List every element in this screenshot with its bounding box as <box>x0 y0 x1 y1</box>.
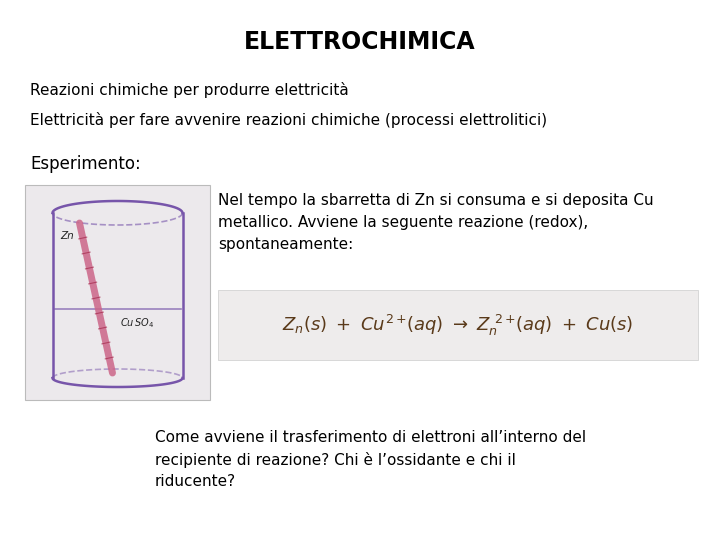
Text: metallico. Avviene la seguente reazione (redox),: metallico. Avviene la seguente reazione … <box>218 215 588 230</box>
Text: spontaneamente:: spontaneamente: <box>218 237 354 252</box>
Text: $\mathit{Z_n(s)\ +\ Cu^{2+}\!(aq)\ \rightarrow\ Z_n^{\ 2+}\!(aq)\ +\ Cu(s)}$: $\mathit{Z_n(s)\ +\ Cu^{2+}\!(aq)\ \righ… <box>282 313 634 338</box>
Text: Esperimento:: Esperimento: <box>30 155 140 173</box>
Text: Zn: Zn <box>60 231 74 241</box>
Text: $\mathit{Cu\,SO_4}$: $\mathit{Cu\,SO_4}$ <box>120 316 154 330</box>
Text: ELETTROCHIMICA: ELETTROCHIMICA <box>244 30 476 54</box>
Text: Nel tempo la sbarretta di Zn si consuma e si deposita Cu: Nel tempo la sbarretta di Zn si consuma … <box>218 193 654 208</box>
Text: riducente?: riducente? <box>155 474 236 489</box>
Text: Reazioni chimiche per produrre elettricità: Reazioni chimiche per produrre elettrici… <box>30 82 348 98</box>
Bar <box>218 290 698 360</box>
Bar <box>25 185 210 400</box>
Text: recipiente di reazione? Chi è l’ossidante e chi il: recipiente di reazione? Chi è l’ossidant… <box>155 452 516 468</box>
Text: Elettricità per fare avvenire reazioni chimiche (processi elettrolitici): Elettricità per fare avvenire reazioni c… <box>30 112 547 128</box>
Text: Come avviene il trasferimento di elettroni all’interno del: Come avviene il trasferimento di elettro… <box>155 430 586 445</box>
